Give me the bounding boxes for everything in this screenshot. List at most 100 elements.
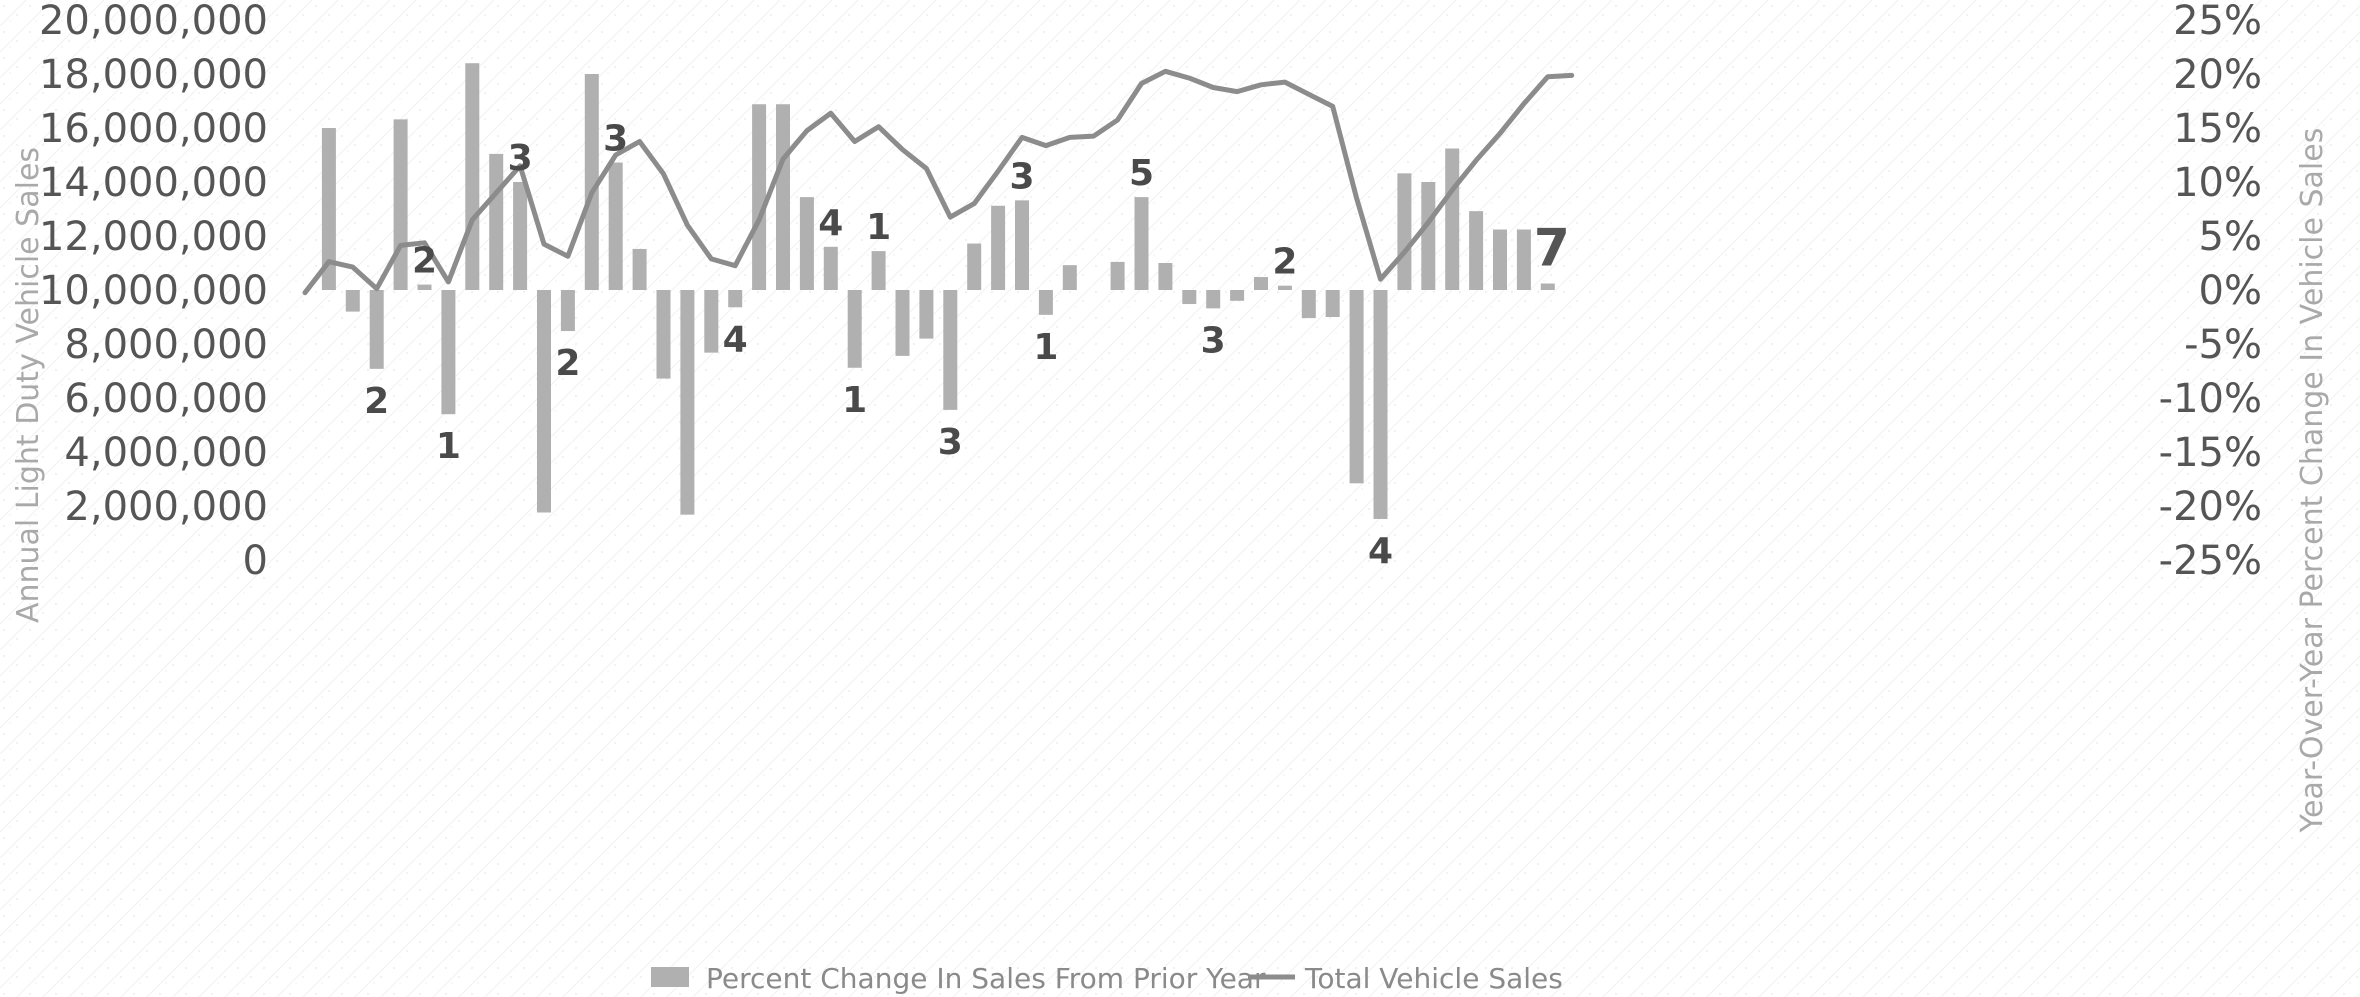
y-tick-label: 14,000,000 [39, 160, 268, 206]
y2-tick-label: 25% [2173, 0, 2262, 44]
bar [871, 251, 886, 290]
bar [1038, 290, 1053, 315]
bar [417, 284, 432, 290]
bar [632, 248, 647, 290]
bar [393, 119, 408, 290]
annotation-label: 5 [1129, 153, 1154, 194]
bar [1373, 290, 1388, 519]
bar [823, 246, 838, 290]
bar [1230, 290, 1245, 301]
bar [1301, 290, 1316, 319]
y-tick-label: 6,000,000 [64, 376, 268, 422]
bar [1134, 197, 1149, 290]
bar [1182, 290, 1197, 305]
bar [489, 153, 504, 290]
right-axis: 25% 20% 15% 10% 5% 0% -5% -10% -15% -20% -25% [2159, 0, 2262, 584]
y2-tick-label: 20% [2173, 52, 2262, 98]
y2-tick-label: 5% [2199, 214, 2262, 260]
bar [752, 104, 767, 291]
y-tick-label: 0 [243, 538, 268, 584]
y2-tick-label: 0% [2199, 268, 2262, 314]
bar [967, 243, 982, 290]
bar [1062, 265, 1077, 290]
y-tick-label: 10,000,000 [39, 268, 268, 314]
bar [1469, 211, 1484, 290]
bar [513, 182, 528, 290]
bar [441, 290, 456, 415]
bar [919, 290, 934, 339]
annotation-label: 2 [555, 343, 580, 384]
y2-tick-label: 10% [2173, 160, 2262, 206]
legend-bar-swatch [651, 967, 689, 987]
annotation-label: 2 [412, 241, 437, 282]
bar [369, 290, 384, 369]
bar [799, 197, 814, 290]
y2-tick-label: 15% [2173, 106, 2262, 152]
annotation-label: 4 [1368, 531, 1393, 572]
annotation-label: 2 [1272, 242, 1297, 283]
y-tick-label: 18,000,000 [39, 52, 268, 98]
annotation-label: 4 [723, 319, 748, 360]
y-tick-label: 2,000,000 [64, 484, 268, 530]
bar [704, 290, 719, 353]
bar [608, 162, 623, 290]
y2-tick-label: -5% [2184, 322, 2262, 368]
bar [1206, 290, 1221, 309]
bar [1493, 229, 1507, 290]
y2-tick-label: -15% [2159, 430, 2262, 476]
bar [465, 63, 480, 291]
bar [321, 128, 336, 290]
left-axis: 20,000,000 18,000,000 16,000,000 14,000,000… [39, 0, 268, 584]
annotation-label: 3 [1009, 156, 1034, 197]
bar [1540, 283, 1555, 290]
annotation-label: 4 [818, 203, 843, 244]
bar [1110, 261, 1125, 290]
bar [1397, 173, 1412, 290]
bar [1445, 148, 1460, 290]
bar [1158, 263, 1173, 290]
bar [1254, 277, 1268, 290]
y-axis-title: Annual Light Duty Vehicle Sales [11, 147, 46, 623]
bar [584, 74, 599, 290]
line-series [302, 68, 1575, 296]
annotation-label: 3 [603, 119, 628, 160]
bar [943, 290, 958, 410]
annotation-label: 1 [436, 426, 461, 467]
legend-bar-label: Percent Change In Sales From Prior Year [706, 962, 1266, 995]
bar [345, 290, 360, 312]
y2-tick-label: -20% [2159, 484, 2262, 530]
legend-line-label: Total Vehicle Sales [1304, 962, 1563, 995]
y-tick-label: 4,000,000 [64, 430, 268, 476]
bar [680, 290, 695, 515]
y2-axis-title: Year-Over-Year Percent Change In Vehicle… [2295, 128, 2330, 834]
bar [560, 290, 575, 332]
y2-tick-label: -10% [2159, 376, 2262, 422]
y2-tick-label: -25% [2159, 538, 2262, 584]
bar [537, 290, 551, 513]
annotation-label: 3 [938, 422, 963, 463]
bar [776, 104, 790, 291]
annotation-label: 3 [1201, 320, 1226, 361]
bar [1516, 229, 1531, 290]
y-tick-label: 12,000,000 [39, 214, 268, 260]
bar [895, 290, 910, 356]
bar-series [321, 63, 1555, 519]
bar [1421, 182, 1436, 290]
annotation-label: 1 [842, 380, 867, 421]
bar [1325, 290, 1340, 317]
y-tick-label: 20,000,000 [39, 0, 268, 44]
line-path [302, 68, 1575, 296]
annotation-label: 1 [866, 207, 891, 248]
bar [1277, 285, 1292, 290]
bar [1015, 200, 1029, 290]
bar [656, 290, 671, 379]
annotation-label: 3 [508, 138, 533, 179]
annotation-label: 1 [1033, 327, 1058, 368]
bar [847, 290, 862, 368]
annotation-label: 2 [364, 381, 389, 422]
annotation-label: 7 [1534, 219, 1570, 279]
bar [1349, 290, 1364, 484]
